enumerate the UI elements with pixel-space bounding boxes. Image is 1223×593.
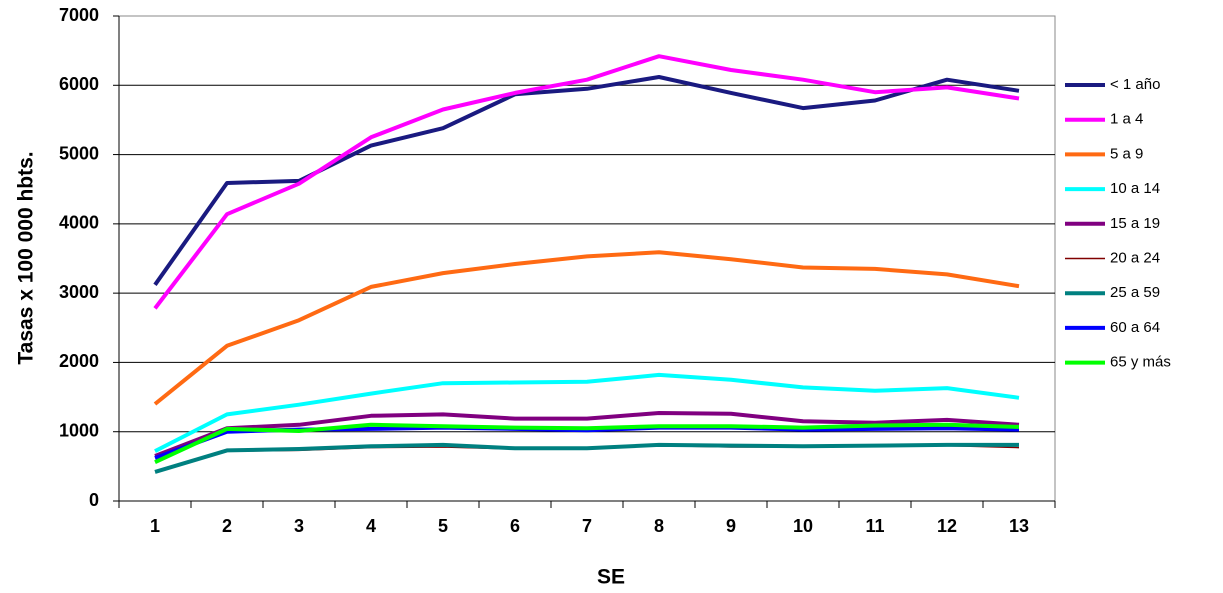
series-line [154,442,1019,474]
series-line [153,54,1020,310]
legend-label: 25 a 59 [1110,284,1160,301]
x-tick-label: 9 [726,516,736,536]
x-tick-label: 12 [937,516,957,536]
legend-label: < 1 año [1110,76,1160,93]
y-tick-label: 0 [89,490,99,510]
x-tick-label: 6 [510,516,520,536]
x-tick-label: 2 [222,516,232,536]
x-tick-label: 13 [1009,516,1029,536]
x-tick-label: 3 [294,516,304,536]
legend-label: 20 a 24 [1110,249,1160,266]
legend-label: 65 y más [1110,354,1171,371]
legend-label: 5 a 9 [1110,145,1143,162]
y-tick-label: 4000 [59,213,99,233]
legend-label: 15 a 19 [1110,215,1160,232]
legend-label: 60 a 64 [1110,319,1160,336]
x-tick-label: 10 [793,516,813,536]
y-tick-label: 7000 [59,5,99,25]
x-tick-label: 4 [366,516,376,536]
series-line [153,75,1020,286]
series-line [153,250,1020,406]
x-tick-label: 5 [438,516,448,536]
series-line [154,411,1020,458]
y-tick-label: 2000 [59,351,99,371]
series-line [154,422,1020,465]
x-tick-label: 8 [654,516,664,536]
x-tick-label: 1 [150,516,160,536]
x-tick-label: 7 [582,516,592,536]
legend-label: 10 a 14 [1110,180,1160,197]
series-line [154,372,1020,453]
y-tick-label: 1000 [59,420,99,440]
y-tick-label: 5000 [59,143,99,163]
y-axis-title: Tasas x 100 000 hbts. [15,151,38,364]
x-axis-title: SE [597,566,625,589]
legend-label: 1 a 4 [1110,111,1143,128]
x-tick-label: 11 [865,516,884,536]
y-tick-label: 3000 [59,282,99,302]
y-tick-label: 6000 [59,74,99,94]
